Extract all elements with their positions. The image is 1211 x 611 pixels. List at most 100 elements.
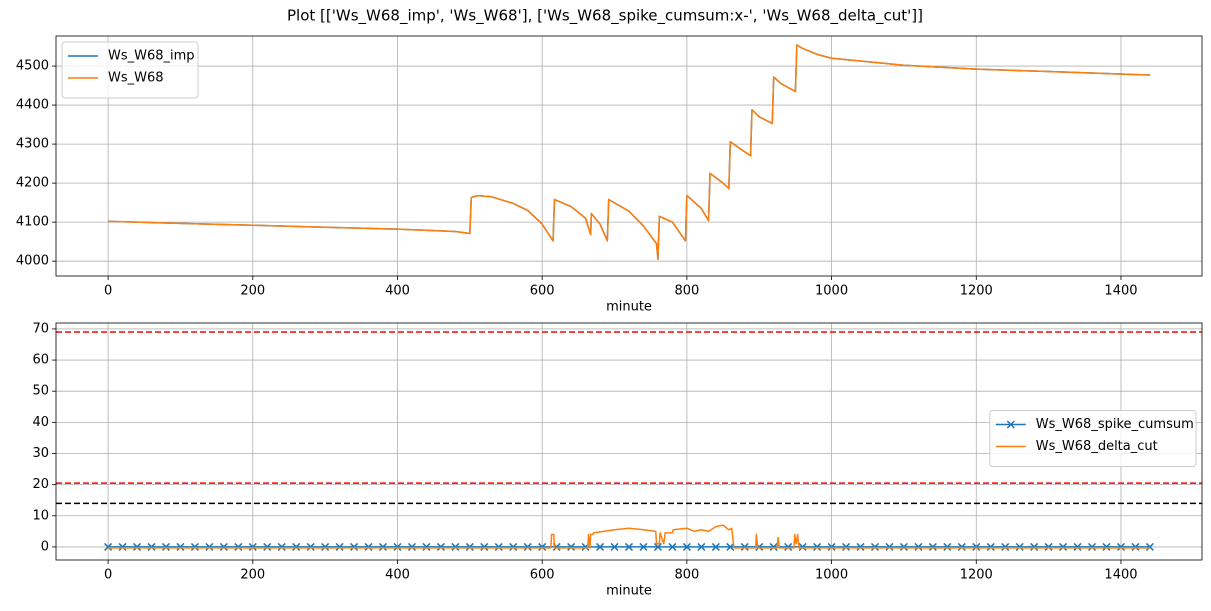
y-tick-label: 40 [32, 415, 49, 430]
marker [596, 542, 605, 551]
marker [1116, 542, 1126, 551]
marker [292, 542, 301, 551]
marker [899, 542, 908, 551]
marker [726, 542, 735, 551]
marker [668, 542, 677, 551]
x-tick-label: 600 [530, 568, 555, 583]
marker [1001, 542, 1010, 551]
legend-box [989, 410, 1197, 467]
y-tick-label: 20 [32, 477, 49, 492]
x-tick-label: 0 [104, 568, 112, 583]
marker [813, 542, 822, 551]
legend-label: Ws_W68_spike_cumsum [1036, 417, 1194, 432]
marker [972, 542, 981, 551]
series-line [108, 524, 1150, 549]
marker [1131, 542, 1140, 551]
axes-frame [55, 35, 1203, 277]
marker [986, 542, 995, 551]
marker [885, 542, 894, 551]
plot-area [56, 331, 1202, 551]
marker [451, 542, 460, 551]
marker [1087, 542, 1097, 551]
marker [624, 542, 634, 551]
marker [465, 542, 474, 551]
x-tick-label: 1000 [815, 568, 848, 583]
marker [176, 542, 185, 551]
marker [277, 542, 286, 551]
marker [567, 542, 576, 551]
marker [378, 542, 388, 551]
figure-title: Plot [['Ws_W68_imp', 'Ws_W68'], ['Ws_W68… [287, 7, 923, 26]
marker [1102, 542, 1111, 551]
marker [132, 542, 142, 551]
marker [682, 542, 691, 551]
x-tick-label: 200 [240, 284, 265, 299]
axes-frame [55, 322, 1203, 561]
y-tick-label: 0 [41, 539, 49, 554]
marker [494, 542, 503, 551]
y-tick-label: 60 [32, 353, 49, 368]
marker [784, 542, 793, 551]
x-tick-label: 800 [674, 568, 699, 583]
marker [1073, 542, 1082, 551]
y-tick-label: 4300 [16, 137, 49, 152]
marker [1044, 542, 1053, 551]
marker [1015, 542, 1024, 551]
legend-label: Ws_W68_delta_cut [1036, 439, 1158, 454]
x-tick-label: 0 [104, 284, 112, 299]
marker [1030, 542, 1039, 551]
x-tick-label: 800 [674, 284, 699, 299]
y-tick-label: 4100 [16, 215, 49, 230]
y-tick-label: 30 [32, 446, 49, 461]
marker [393, 542, 402, 551]
marker [248, 542, 257, 551]
marker [870, 542, 880, 551]
y-tick-label: 70 [32, 321, 49, 336]
x-tick-label: 1200 [960, 568, 993, 583]
marker [118, 542, 127, 551]
marker [740, 542, 749, 551]
marker [509, 542, 518, 551]
marker [263, 542, 272, 551]
marker [104, 542, 113, 551]
y-tick-label: 50 [32, 384, 49, 399]
marker [161, 542, 171, 551]
y-tick-label: 10 [32, 508, 49, 523]
marker [653, 542, 662, 551]
marker [1145, 542, 1154, 551]
x-tick-label: 200 [240, 568, 265, 583]
x-tick-label: 1200 [960, 284, 993, 299]
marker [711, 542, 720, 551]
marker [827, 542, 836, 551]
marker [697, 542, 706, 551]
marker [842, 542, 851, 551]
y-tick-label: 4400 [16, 98, 49, 113]
x-tick-label: 1400 [1104, 568, 1137, 583]
marker [350, 542, 359, 551]
marker [856, 542, 865, 551]
y-tick-label: 4000 [16, 254, 49, 269]
marker [928, 542, 937, 551]
x-tick-label: 1400 [1104, 284, 1137, 299]
marker [306, 542, 315, 551]
legend-label: Ws_W68_imp [108, 49, 195, 64]
legend: Ws_W68_spike_cumsum Ws_W68_delta_cut [989, 410, 1197, 467]
marker [234, 542, 243, 551]
y-tick-label: 4200 [16, 176, 49, 191]
marker [769, 542, 778, 551]
marker [943, 542, 952, 551]
series-line [108, 44, 1150, 260]
marker [1059, 542, 1068, 551]
marker [957, 542, 966, 551]
marker [480, 542, 489, 551]
x-tick-label: 1000 [815, 284, 848, 299]
marker [219, 542, 228, 551]
marker [538, 542, 547, 551]
plot-area [108, 44, 1150, 260]
x-axis-label: minute [606, 584, 652, 599]
marker [798, 542, 807, 551]
marker [321, 542, 330, 551]
marker [147, 542, 156, 551]
marker [436, 542, 445, 551]
x-axis-label: minute [606, 300, 652, 315]
